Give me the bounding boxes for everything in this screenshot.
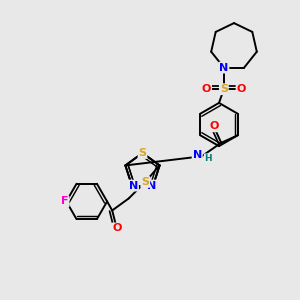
Text: H: H bbox=[205, 154, 212, 163]
Text: N: N bbox=[219, 63, 229, 73]
Text: O: O bbox=[202, 84, 211, 94]
Text: O: O bbox=[112, 224, 122, 233]
Text: S: S bbox=[141, 177, 149, 187]
Text: N: N bbox=[129, 181, 138, 190]
Text: O: O bbox=[237, 84, 246, 94]
Text: N: N bbox=[147, 181, 156, 190]
Text: N: N bbox=[193, 150, 202, 160]
Text: O: O bbox=[209, 121, 218, 131]
Text: S: S bbox=[139, 148, 146, 158]
Text: S: S bbox=[220, 84, 228, 94]
Text: F: F bbox=[61, 196, 69, 206]
